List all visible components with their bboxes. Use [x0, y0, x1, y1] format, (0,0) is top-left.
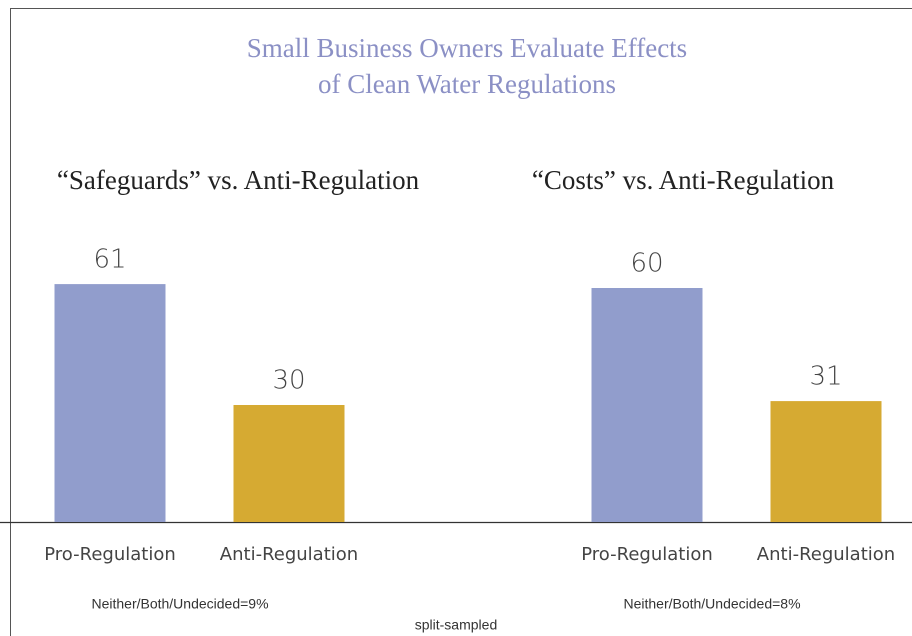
value-label: 31 — [809, 362, 842, 392]
x-tick-label: Anti-Regulation — [220, 544, 358, 565]
chart-title: of Clean Water Regulations — [318, 69, 616, 99]
frame — [10, 8, 912, 636]
value-label: 30 — [272, 366, 305, 396]
bar — [233, 405, 345, 522]
panel-title: “Safeguards” vs. Anti-Regulation — [57, 165, 420, 195]
value-label: 60 — [630, 249, 663, 279]
x-tick-label: Pro-Regulation — [581, 544, 713, 565]
bar — [54, 284, 166, 522]
x-tick-label: Anti-Regulation — [757, 544, 895, 565]
panel-note: Neither/Both/Undecided=9% — [91, 596, 268, 612]
panel-note: Neither/Both/Undecided=8% — [623, 596, 800, 612]
bar — [770, 401, 882, 522]
footnote: split-sampled — [415, 617, 497, 633]
value-label: 61 — [93, 245, 126, 275]
x-tick-label: Pro-Regulation — [44, 544, 176, 565]
chart-title: Small Business Owners Evaluate Effects — [247, 33, 687, 63]
bar — [591, 288, 703, 522]
panel-title: “Costs” vs. Anti-Regulation — [532, 165, 835, 195]
